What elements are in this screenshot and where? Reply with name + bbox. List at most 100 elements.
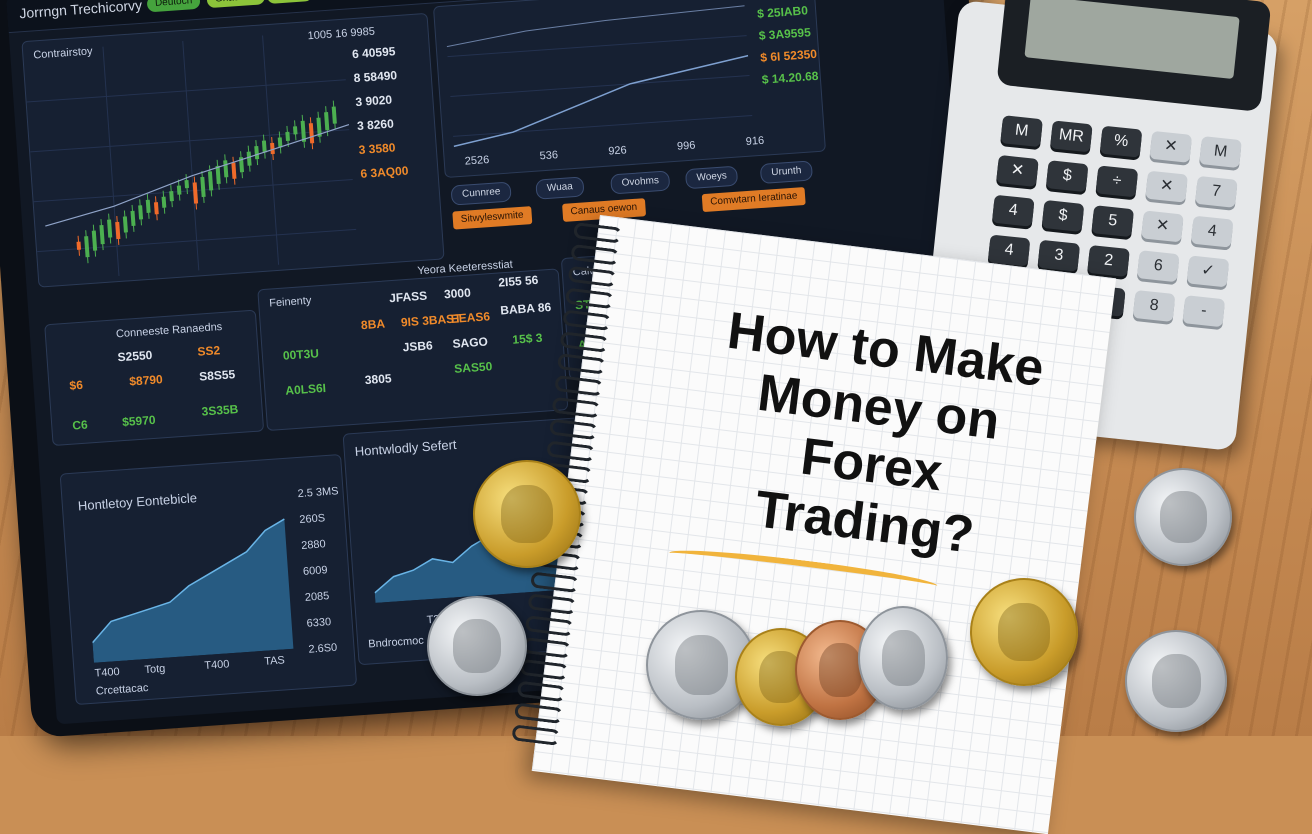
candle-body [107, 219, 113, 238]
candle-body [292, 126, 298, 135]
cell-value: 3805 [364, 371, 392, 388]
status-pill-3[interactable]: ttabbol [266, 0, 314, 5]
tick: 260S [299, 512, 326, 527]
status-pill-1[interactable]: Deutoch [146, 0, 201, 13]
right-value-list: $ 12 AAB5 $ 25IAB0 $ 3A9595 $ 6I 52350 $… [755, 0, 821, 95]
calculator-key[interactable]: ✕ [1141, 210, 1184, 243]
woeys-button[interactable]: Woeys [684, 165, 739, 190]
candle-body [308, 123, 315, 144]
candle-body [207, 171, 214, 191]
candle-body [145, 199, 151, 213]
candle-body [115, 221, 121, 240]
cell-value: JSB6 [402, 338, 434, 355]
calculator-key[interactable]: - [1182, 295, 1226, 328]
axis-tick: 996 [676, 139, 696, 153]
calculator-key[interactable]: 7 [1194, 175, 1238, 208]
calculator-key[interactable]: 6 [1136, 250, 1180, 283]
candle-body [184, 179, 190, 189]
candle-body [246, 151, 252, 166]
spiral-ring [511, 724, 561, 746]
candle-body [231, 162, 237, 179]
calculator-key[interactable]: 3 [1037, 239, 1081, 272]
cell-value: 00T3U [282, 346, 320, 363]
tick: 2085 [304, 590, 330, 604]
tick: 6009 [302, 564, 328, 578]
candle-body [215, 165, 221, 184]
calculator-key[interactable]: $ [1041, 199, 1085, 232]
cell-value: 8BA [360, 316, 386, 333]
candle-body [138, 205, 144, 220]
candle-body [261, 140, 267, 153]
value-row: $ 14.20.68 [761, 68, 819, 87]
calculator-key[interactable]: ✕ [996, 154, 1039, 187]
status-pill-2[interactable]: Ghaowsd [206, 0, 266, 9]
candle-body [300, 120, 307, 142]
calculator-key[interactable]: 8 [1132, 289, 1176, 322]
calculator-key[interactable]: MR [1049, 120, 1093, 153]
x-tick: TAS [263, 654, 286, 668]
line-chart [446, 5, 753, 148]
cell-value: SAGO [452, 334, 489, 351]
urunth-button[interactable]: Urunth [759, 160, 814, 185]
calculator-key[interactable]: ✕ [1149, 130, 1193, 163]
candle-body [169, 191, 174, 202]
notebook-headline: How to Make Money on Forex Trading? [662, 297, 1087, 576]
tick: 2880 [300, 538, 327, 552]
price-row: 3 8260 [356, 116, 395, 134]
calculator-key[interactable]: M [1000, 115, 1043, 148]
candle-body [285, 131, 290, 142]
cell-value: 3000 [443, 285, 472, 302]
calculator-key[interactable]: ✓ [1186, 255, 1230, 288]
candle-body [331, 106, 337, 124]
candle-body [239, 157, 245, 173]
options-button[interactable]: Ovohms [610, 170, 671, 195]
x-tick: Totg [144, 662, 166, 677]
cell-value: $6 [69, 377, 84, 393]
cell-value: BABA 86 [499, 299, 552, 318]
orange-action-button-1[interactable]: Sitwyleswmite [452, 206, 533, 230]
x-caption: Bndrocmoc [367, 634, 425, 651]
spiral-notebook: How to Make Money on Forex Trading? [511, 215, 1117, 834]
candle-body [84, 236, 90, 258]
calculator-key[interactable]: 4 [1190, 215, 1234, 248]
calculator-key[interactable]: ✕ [1145, 170, 1188, 203]
axis-tick: 926 [607, 144, 628, 158]
calculator-key[interactable]: 2 [1087, 244, 1130, 277]
calculator-key[interactable]: ÷ [1095, 165, 1139, 198]
price-row: 6 3AQ00 [359, 163, 409, 181]
calculator-key[interactable]: $ [1045, 160, 1089, 193]
candle-body [277, 137, 283, 148]
cell-value: 2I55 56 [497, 272, 539, 290]
calculator-key[interactable]: M [1199, 136, 1242, 169]
silver-coin [858, 606, 948, 710]
tick: 2.6S0 [308, 641, 338, 656]
lower-chart-title: Hontletoy Eontebicle [77, 490, 198, 514]
cell-value: S2550 [117, 347, 153, 365]
cell-value: C6 [71, 417, 89, 433]
lower-y-ticks: 2.5 3MS 260S 2880 6009 2085 6330 2.6S0 [297, 485, 350, 655]
cell-value: JFASS [388, 288, 428, 306]
panel-label: Conneeste Ranaedns [115, 320, 223, 341]
connections-panel: Conneeste Ranaedns S2550 SS2 $6 $8790 S8… [44, 309, 265, 447]
orange-action-button-3[interactable]: Comwtarn Ieratinae [701, 186, 806, 213]
calculator-key[interactable]: 4 [991, 194, 1035, 227]
wuaa-button[interactable]: Wuaa [535, 176, 585, 200]
silver-coin [1134, 468, 1232, 566]
candle-body [91, 230, 98, 251]
cell-value: SAS50 [453, 359, 493, 376]
value-row: $ 3A9595 [758, 25, 812, 43]
tick: 6330 [306, 616, 332, 630]
value-row: $ 25IAB0 [756, 3, 809, 21]
calculator-key[interactable]: 5 [1091, 205, 1135, 238]
candle-body [161, 196, 167, 208]
axis-tick: 916 [745, 134, 765, 148]
axis-tick: 536 [539, 149, 559, 163]
currency-button[interactable]: Cunnree [450, 181, 513, 206]
calculator-key[interactable]: 4 [987, 234, 1031, 267]
calculator-key[interactable]: % [1099, 125, 1143, 158]
cell-value: EEAS6 [450, 309, 491, 326]
lower-area-chart-panel: Hontletoy Eontebicle 2.5 3MS 260S 2880 6… [59, 453, 358, 706]
candlestick-chart [26, 35, 357, 277]
cell-value: SS2 [196, 343, 221, 359]
candle-body [270, 142, 275, 155]
